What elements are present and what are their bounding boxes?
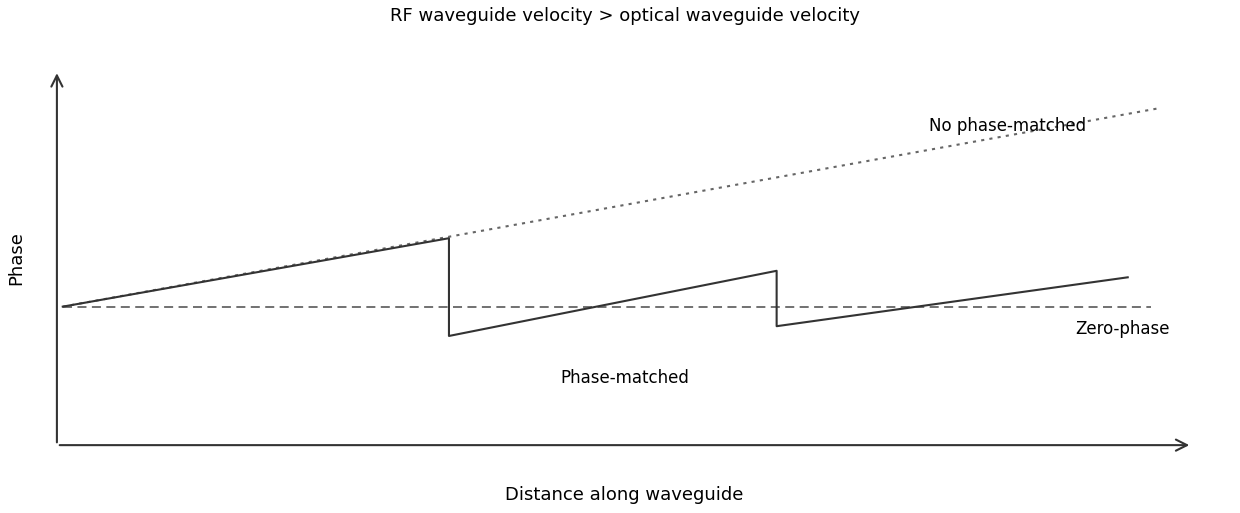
Text: No phase-matched: No phase-matched — [929, 117, 1086, 135]
Text: Phase: Phase — [7, 231, 25, 285]
Title: RF waveguide velocity > optical waveguide velocity: RF waveguide velocity > optical waveguid… — [389, 7, 859, 25]
Text: Phase-matched: Phase-matched — [560, 368, 689, 387]
Text: Distance along waveguide: Distance along waveguide — [506, 486, 744, 504]
Text: Zero-phase: Zero-phase — [1075, 320, 1169, 338]
